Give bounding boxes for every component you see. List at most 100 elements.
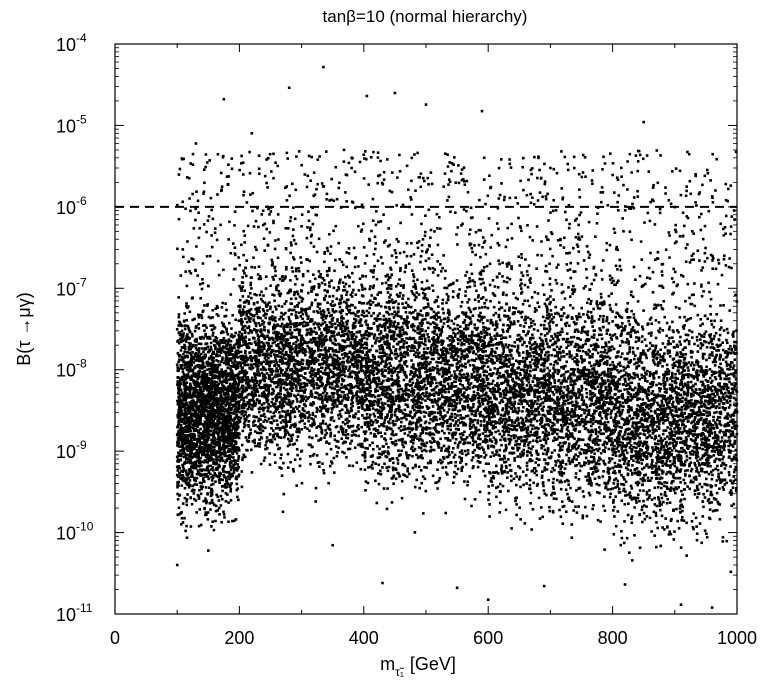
data-point bbox=[220, 430, 223, 434]
data-point bbox=[284, 381, 288, 384]
data-point bbox=[189, 362, 193, 365]
data-point bbox=[281, 410, 284, 413]
data-point bbox=[232, 375, 236, 378]
data-point bbox=[251, 356, 255, 360]
data-point bbox=[316, 386, 319, 390]
data-point bbox=[186, 360, 190, 364]
data-point bbox=[200, 433, 203, 437]
data-point bbox=[229, 424, 233, 428]
data-point bbox=[306, 397, 309, 401]
data-point bbox=[204, 475, 208, 478]
data-point bbox=[313, 374, 317, 378]
data-point bbox=[267, 329, 270, 332]
data-point bbox=[277, 447, 280, 451]
data-point bbox=[223, 440, 226, 444]
data-point bbox=[316, 346, 320, 349]
data-point bbox=[201, 347, 204, 350]
data-point bbox=[207, 315, 211, 319]
data-point bbox=[341, 367, 345, 370]
data-point bbox=[215, 405, 219, 409]
data-point bbox=[284, 410, 287, 414]
data-point bbox=[237, 351, 240, 355]
data-point bbox=[194, 499, 198, 502]
data-point bbox=[336, 318, 339, 321]
data-point bbox=[189, 406, 193, 410]
data-point bbox=[319, 379, 322, 383]
data-point bbox=[316, 293, 319, 297]
data-point bbox=[326, 290, 329, 294]
data-point bbox=[231, 361, 234, 364]
data-point bbox=[209, 433, 213, 437]
data-point bbox=[235, 352, 239, 355]
data-point bbox=[218, 370, 221, 374]
data-point bbox=[310, 424, 314, 428]
data-point bbox=[358, 400, 361, 403]
data-point bbox=[289, 460, 292, 464]
data-point bbox=[222, 336, 226, 340]
data-point bbox=[223, 388, 226, 391]
data-point bbox=[268, 452, 271, 455]
data-point bbox=[195, 483, 199, 486]
data-point bbox=[229, 384, 232, 388]
data-point bbox=[184, 386, 187, 390]
data-point bbox=[297, 378, 300, 382]
data-point bbox=[179, 474, 182, 477]
data-point bbox=[179, 430, 182, 433]
data-point bbox=[350, 389, 353, 393]
data-point bbox=[360, 395, 364, 398]
data-point bbox=[350, 386, 353, 389]
data-point bbox=[326, 358, 329, 362]
data-point bbox=[293, 415, 297, 418]
data-point bbox=[237, 475, 240, 478]
data-point bbox=[288, 443, 292, 446]
data-point bbox=[231, 446, 234, 449]
data-point bbox=[253, 341, 257, 344]
data-point bbox=[192, 374, 196, 377]
data-point bbox=[229, 499, 233, 502]
data-point bbox=[186, 493, 189, 496]
data-point bbox=[266, 405, 269, 409]
data-point bbox=[316, 302, 320, 305]
data-point bbox=[272, 327, 275, 331]
data-point bbox=[232, 390, 235, 393]
data-point bbox=[289, 279, 292, 282]
data-point bbox=[231, 440, 235, 443]
data-point bbox=[292, 335, 295, 339]
data-point bbox=[321, 382, 324, 385]
data-point bbox=[180, 418, 183, 422]
data-point bbox=[258, 354, 261, 357]
data-point bbox=[184, 455, 188, 458]
data-point bbox=[178, 493, 182, 497]
data-point bbox=[251, 386, 254, 390]
data-point bbox=[195, 395, 199, 399]
data-point bbox=[236, 390, 239, 394]
data-point bbox=[296, 393, 300, 396]
data-point bbox=[189, 432, 193, 436]
data-point bbox=[306, 344, 309, 348]
data-point bbox=[241, 429, 245, 433]
data-point bbox=[203, 377, 206, 381]
data-point bbox=[311, 454, 315, 457]
data-point bbox=[290, 372, 294, 376]
data-point bbox=[218, 428, 222, 431]
data-point bbox=[221, 399, 225, 403]
data-point bbox=[183, 374, 187, 377]
data-point bbox=[192, 343, 195, 347]
data-point bbox=[263, 344, 266, 347]
data-point bbox=[195, 445, 198, 448]
data-point bbox=[193, 391, 196, 395]
data-point bbox=[332, 396, 335, 399]
data-point bbox=[289, 357, 293, 361]
data-point bbox=[330, 304, 334, 307]
data-point bbox=[287, 318, 291, 321]
data-point bbox=[288, 374, 291, 377]
data-point bbox=[309, 329, 313, 333]
data-point bbox=[311, 357, 315, 360]
data-point bbox=[270, 317, 273, 321]
data-point bbox=[214, 480, 217, 483]
data-point bbox=[207, 425, 211, 429]
data-point bbox=[343, 422, 347, 426]
data-point bbox=[285, 402, 289, 406]
data-point bbox=[322, 313, 325, 317]
data-point bbox=[204, 398, 207, 402]
